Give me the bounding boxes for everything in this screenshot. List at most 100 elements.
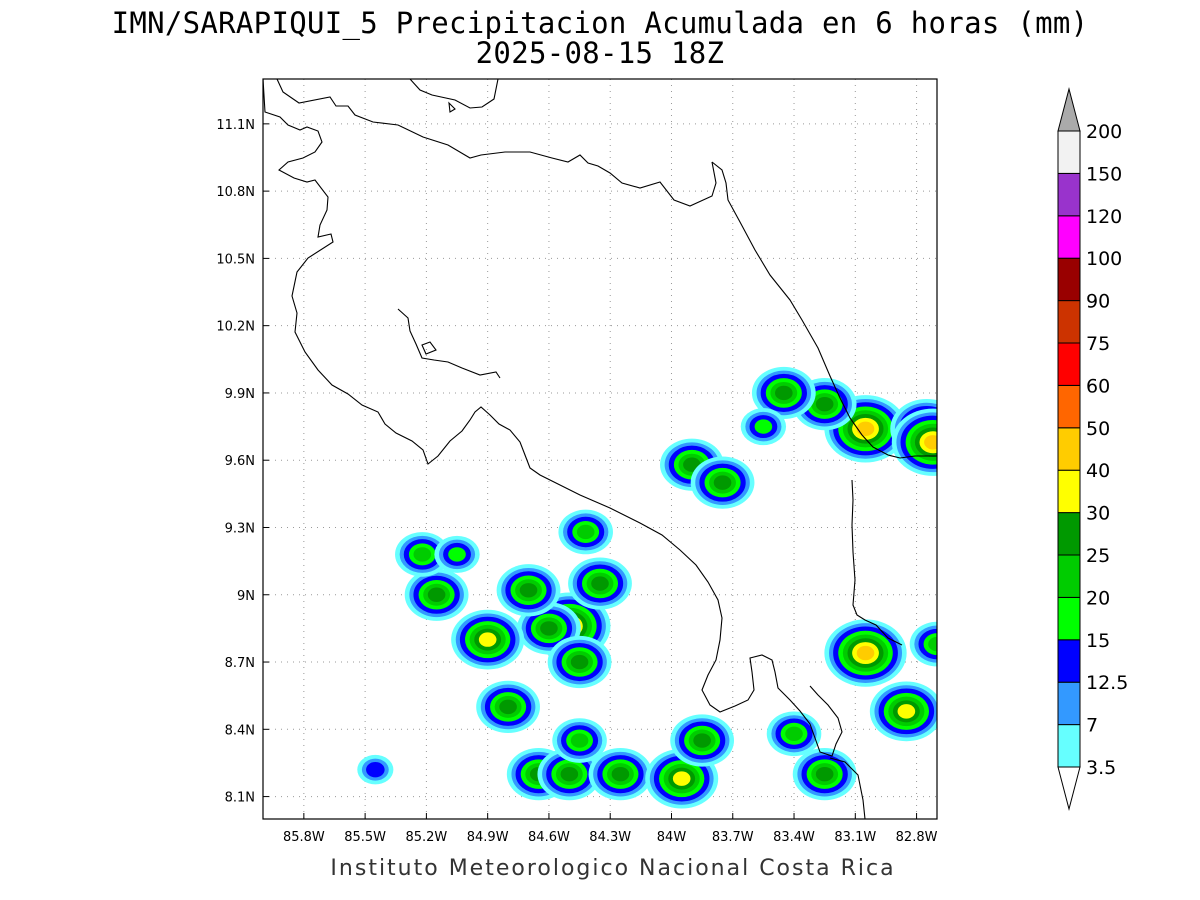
rain-cell xyxy=(909,621,937,667)
rain-cell xyxy=(395,532,450,577)
rain-contour xyxy=(924,435,937,450)
colorbar-label: 20 xyxy=(1086,587,1110,609)
lat-tick-label: 10.2N xyxy=(216,320,255,335)
colorbar-label: 75 xyxy=(1086,333,1110,355)
rain-cell xyxy=(869,681,937,742)
colorbar-segment xyxy=(1057,554,1081,598)
rain-cell xyxy=(766,711,822,757)
rain-cell xyxy=(434,535,480,573)
colorbar-label: 7 xyxy=(1086,715,1098,737)
colorbar-label: 40 xyxy=(1086,460,1110,482)
colorbar-label: 100 xyxy=(1086,248,1122,270)
colorbar: 3.5 7 12.5 15 20 25 30 40 50 60 75 90 100 120 150 200 xyxy=(1057,87,1128,811)
rain-contour xyxy=(413,547,432,562)
colorbar-label: 25 xyxy=(1086,545,1110,567)
lon-tick-label: 84.9W xyxy=(467,830,509,845)
rain-contour xyxy=(672,771,691,786)
rain-cell xyxy=(588,748,653,801)
rain-contour xyxy=(856,421,875,437)
rain-cell xyxy=(568,557,632,610)
map-title: IMN/SARAPIQUI_5 Precipitacion Acumulada … xyxy=(111,6,1089,40)
colorbar-label: 3.5 xyxy=(1086,757,1116,779)
colorbar-bottom-arrow xyxy=(1057,766,1081,811)
colorbar-label: 50 xyxy=(1086,418,1110,440)
lon-tick-label: 84.6W xyxy=(528,830,570,845)
rain-contour xyxy=(815,396,834,412)
rain-cell xyxy=(891,408,937,476)
rain-contour xyxy=(856,645,875,661)
colorbar-segment xyxy=(1057,724,1081,768)
colorbar-label: 150 xyxy=(1086,163,1122,185)
axis-ticks: 85.8W 85.5W 85.2W 84.9W 84.6W 84.3W 84W 83.7W 83… xyxy=(216,118,937,845)
colorbar-segment xyxy=(1057,300,1081,344)
colorbar-segment xyxy=(1057,469,1081,514)
lat-tick-label: 9N xyxy=(237,589,255,604)
lat-tick-label: 9.3N xyxy=(225,521,255,536)
rain-contour xyxy=(928,636,937,652)
rain-contour xyxy=(448,547,466,562)
rain-contour xyxy=(785,726,803,741)
rain-contour xyxy=(611,766,630,782)
rain-contour xyxy=(591,576,609,591)
island-1 xyxy=(421,341,437,355)
colorbar-label: 120 xyxy=(1086,206,1122,228)
colorbar-segment xyxy=(1057,596,1081,641)
rain-cell xyxy=(547,635,612,689)
colorbar-label: 15 xyxy=(1086,630,1110,652)
rain-contour xyxy=(815,766,834,782)
rain-contour xyxy=(713,475,732,490)
rain-cell xyxy=(690,456,755,509)
colorbar-segment xyxy=(1057,257,1081,302)
colorbar-segment xyxy=(1057,384,1081,429)
colorbar-segment xyxy=(1057,512,1081,556)
lat-tick-label: 8.4N xyxy=(225,723,255,738)
rain-contour xyxy=(754,419,773,434)
rain-contour xyxy=(897,704,916,719)
lat-tick-label: 8.7N xyxy=(225,656,255,671)
lon-tick-label: 83.1W xyxy=(834,830,876,845)
rain-cell xyxy=(824,619,907,687)
lon-tick-label: 85.5W xyxy=(344,830,386,845)
colorbar-segment xyxy=(1057,639,1081,683)
lon-tick-label: 85.2W xyxy=(405,830,447,845)
rain-cell xyxy=(670,714,735,767)
nicoya-gulf xyxy=(397,308,501,379)
rain-contour xyxy=(519,583,538,598)
rain-cell xyxy=(740,408,787,446)
rain-contour xyxy=(478,632,497,647)
gulf-coast-north xyxy=(263,79,843,757)
map-background xyxy=(263,79,937,819)
rain-cell xyxy=(357,754,394,785)
lon-tick-label: 84W xyxy=(657,830,687,845)
caribbean-coast-north xyxy=(409,79,499,109)
rain-contour xyxy=(427,587,446,602)
map-footer: Instituto Meteorologico Nacional Costa R… xyxy=(330,856,896,881)
colorbar-label: 30 xyxy=(1086,503,1110,525)
rain-cell xyxy=(404,568,469,621)
map-subtitle: 2025-08-15 18Z xyxy=(475,36,725,70)
rain-contour xyxy=(693,733,711,748)
rain-contour xyxy=(499,699,517,715)
colorbar-segment xyxy=(1057,215,1081,259)
caribbean-coast xyxy=(711,161,937,459)
colorbar-label: 90 xyxy=(1086,291,1110,313)
rain-contour xyxy=(366,761,385,778)
rain-contour xyxy=(576,524,595,540)
colorbar-label: 12.5 xyxy=(1086,672,1128,694)
colorbar-segment xyxy=(1057,130,1081,174)
lat-tick-label: 9.9N xyxy=(225,387,255,402)
lon-tick-label: 83.7W xyxy=(712,830,754,845)
coastlines-borders xyxy=(263,79,937,819)
lat-tick-label: 9.6N xyxy=(225,454,255,469)
rain-cell xyxy=(476,680,540,733)
lon-tick-label: 84.3W xyxy=(589,830,631,845)
lon-tick-label: 85.8W xyxy=(283,830,325,845)
precipitation-field xyxy=(357,366,937,809)
rain-contour xyxy=(775,385,793,401)
lat-tick-label: 10.5N xyxy=(216,252,255,267)
colorbar-label: 200 xyxy=(1086,121,1122,143)
rain-cell xyxy=(751,366,816,420)
rain-contour xyxy=(560,766,579,782)
lon-tick-label: 83.4W xyxy=(773,830,815,845)
